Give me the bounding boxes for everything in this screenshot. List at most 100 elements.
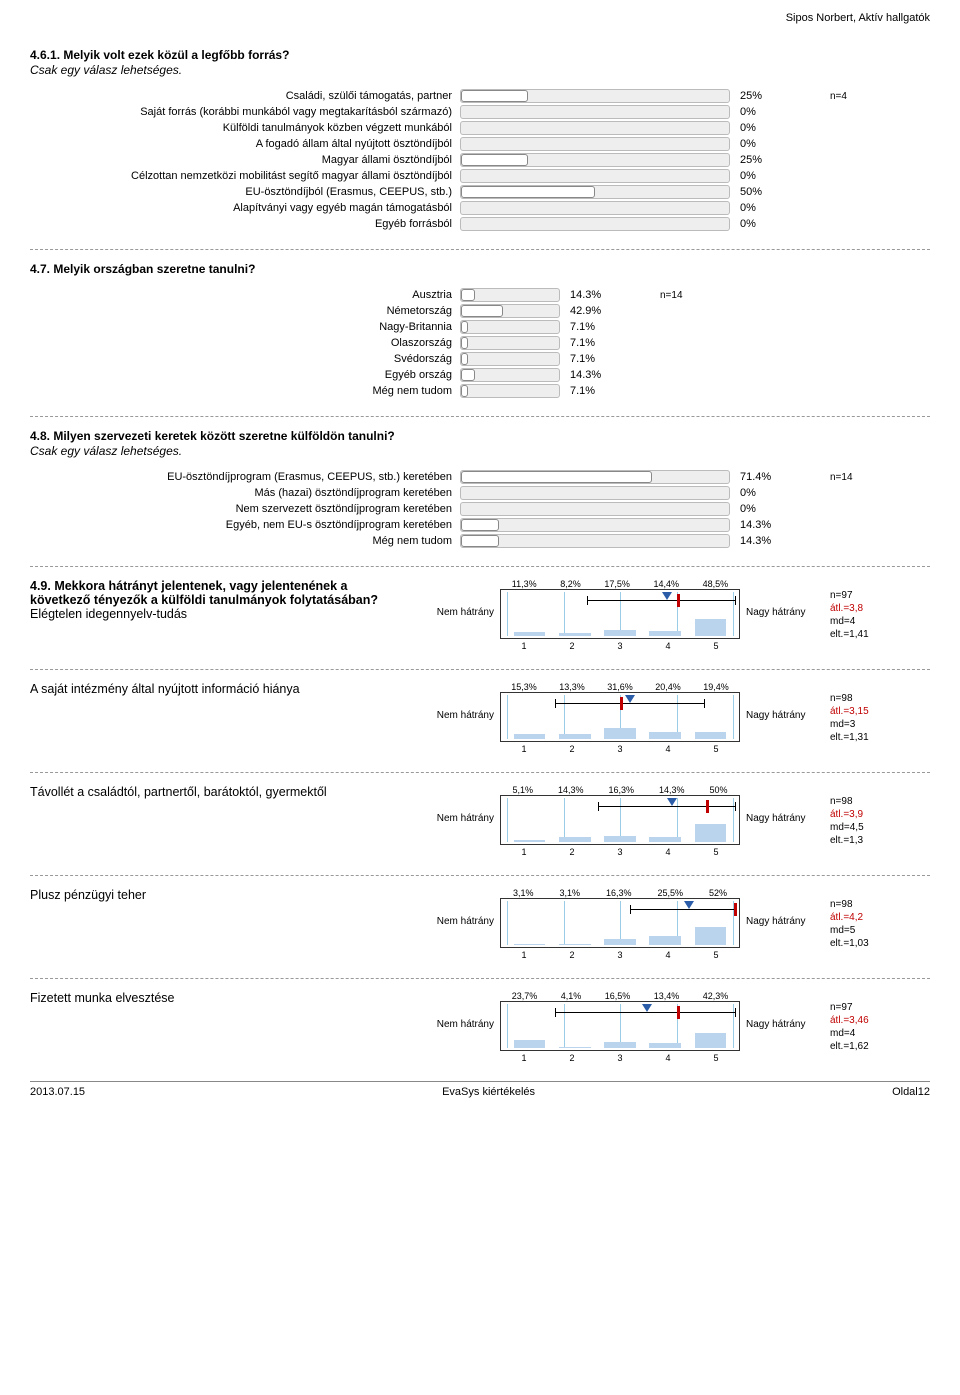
likert-bar <box>695 1033 727 1048</box>
hbar-label: Még nem tudom <box>30 385 460 397</box>
median-marker <box>677 594 680 607</box>
hbar-fill <box>461 385 468 397</box>
hbar-fill <box>461 321 468 333</box>
likert-pct: 25,5% <box>657 888 683 898</box>
likert-left-label: Nem hátrány <box>420 579 500 618</box>
likert-stats: n=97átl.=3,8md=4elt.=1,41 <box>830 579 910 641</box>
likert-pct: 16,5% <box>605 991 631 1001</box>
axis-tick: 3 <box>617 950 622 960</box>
likert-bar <box>604 836 636 842</box>
likert-bar <box>695 619 727 636</box>
likert-pct: 3,1% <box>559 888 580 898</box>
likert-pct: 31,6% <box>607 682 633 692</box>
footer-left: 2013.07.15 <box>30 1086 85 1098</box>
likert-stat: md=3 <box>830 718 910 731</box>
likert-axis: 12345 <box>500 847 740 857</box>
hbar-row: A fogadó állam által nyújtott ösztöndíjb… <box>30 137 930 151</box>
likert-pct: 20,4% <box>655 682 681 692</box>
question-461: 4.6.1. Melyik volt ezek közül a legfőbb … <box>30 48 930 231</box>
likert-pct: 50% <box>709 785 727 795</box>
hbar-fill <box>461 90 528 102</box>
hbar-row: Olaszország7.1% <box>30 336 930 350</box>
likert-chart: 3,1%3,1%16,3%25,5%52%12345 <box>500 888 740 960</box>
likert-pct: 52% <box>709 888 727 898</box>
hbar-fill <box>461 471 652 483</box>
likert-bar <box>559 837 591 842</box>
divider <box>30 249 930 250</box>
hbar-value: 7.1% <box>560 353 620 365</box>
hbar-value: 14.3% <box>730 519 790 531</box>
likert-pct: 13,3% <box>559 682 585 692</box>
mean-marker <box>642 1004 652 1012</box>
mean-marker <box>662 592 672 600</box>
median-marker <box>620 697 623 710</box>
hbar-label: Németország <box>30 305 460 317</box>
hbar-label: Nagy-Britannia <box>30 321 460 333</box>
hbar-fill <box>461 305 503 317</box>
likert-pct: 14,4% <box>653 579 679 589</box>
hbar-fill <box>461 353 468 365</box>
hbar-fill <box>461 289 475 301</box>
axis-tick: 3 <box>617 1053 622 1063</box>
hbar-label: Más (hazai) ösztöndíjprogram keretében <box>30 487 460 499</box>
axis-tick: 4 <box>665 950 670 960</box>
likert-stat: md=4,5 <box>830 821 910 834</box>
hbar-track <box>460 217 730 231</box>
hbar-label: Saját forrás (korábbi munkából vagy megt… <box>30 106 460 118</box>
hbar-value: 0% <box>730 487 790 499</box>
likert-bar <box>649 1043 681 1048</box>
hbar-track <box>460 105 730 119</box>
likert-minichart <box>500 589 740 639</box>
axis-tick: 1 <box>521 744 526 754</box>
q48-title: 4.8. Milyen szervezeti keretek között sz… <box>30 429 930 443</box>
hbar-row: Nem szervezett ösztöndíjprogram keretébe… <box>30 502 930 516</box>
axis-tick: 4 <box>665 641 670 651</box>
likert-stat: md=4 <box>830 1027 910 1040</box>
hbar-track <box>460 89 730 103</box>
hbar-track <box>460 518 730 532</box>
q461-sub: Csak egy válasz lehetséges. <box>30 63 930 77</box>
likert-stat: átl.=3,46 <box>830 1014 910 1027</box>
likert-chart: 5,1%14,3%16,3%14,3%50%12345 <box>500 785 740 857</box>
hbar-label: A fogadó állam által nyújtott ösztöndíjb… <box>30 138 460 150</box>
likert-stat: elt.=1,03 <box>830 937 910 950</box>
likert-pct: 16,3% <box>608 785 634 795</box>
hbar-track <box>460 153 730 167</box>
hbar-label: Külföldi tanulmányok közben végzett munk… <box>30 122 460 134</box>
likert-stat: n=98 <box>830 795 910 808</box>
likert-stat: md=4 <box>830 615 910 628</box>
likert-stat: elt.=1,3 <box>830 834 910 847</box>
hbar-label: Alapítványi vagy egyéb magán támogatásbó… <box>30 202 460 214</box>
likert-left-label: Nem hátrány <box>420 991 500 1030</box>
likert-stats: n=98átl.=4,2md=5elt.=1,03 <box>830 888 910 950</box>
hbar-value: 0% <box>730 122 790 134</box>
hbar-value: 42.9% <box>560 305 620 317</box>
axis-tick: 1 <box>521 1053 526 1063</box>
likert-row: Plusz pénzügyi teherNem hátrány3,1%3,1%1… <box>30 888 930 960</box>
hbar-value: 25% <box>730 154 790 166</box>
likert-stat: átl.=3,15 <box>830 705 910 718</box>
likert-right-label: Nagy hátrány <box>740 888 830 927</box>
likert-bar <box>649 631 681 636</box>
hbar-row: Ausztria14.3%n=14 <box>30 288 930 302</box>
axis-tick: 2 <box>569 641 574 651</box>
axis-tick: 5 <box>713 641 718 651</box>
likert-stat: átl.=3,9 <box>830 808 910 821</box>
likert-pct: 14,3% <box>659 785 685 795</box>
hbar-value: 0% <box>730 503 790 515</box>
likert-row: A saját intézmény által nyújtott informá… <box>30 682 930 754</box>
axis-tick: 1 <box>521 641 526 651</box>
hbar-row: EU-ösztöndíjból (Erasmus, CEEPUS, stb.)5… <box>30 185 930 199</box>
hbar-label: Olaszország <box>30 337 460 349</box>
axis-tick: 2 <box>569 950 574 960</box>
likert-chart: 15,3%13,3%31,6%20,4%19,4%12345 <box>500 682 740 754</box>
likert-bar <box>559 944 591 945</box>
axis-tick: 2 <box>569 744 574 754</box>
likert-pct: 19,4% <box>703 682 729 692</box>
hbar-track <box>460 137 730 151</box>
divider <box>30 416 930 417</box>
likert-stat: n=98 <box>830 692 910 705</box>
hbar-row: Németország 42.9% <box>30 304 930 318</box>
hbar-row: Más (hazai) ösztöndíjprogram keretében 0% <box>30 486 930 500</box>
hbar-label: Egyéb forrásból <box>30 218 460 230</box>
